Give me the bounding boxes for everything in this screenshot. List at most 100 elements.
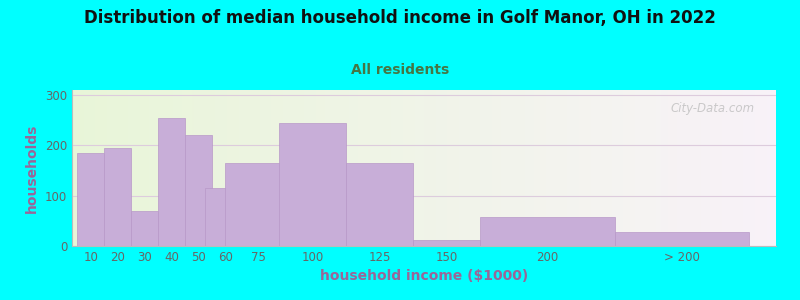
Bar	[262, 90, 265, 246]
Bar	[309, 90, 311, 246]
Bar	[316, 90, 318, 246]
Bar	[342, 90, 344, 246]
Bar	[476, 90, 478, 246]
Bar	[135, 90, 138, 246]
Bar	[542, 90, 544, 246]
Bar	[469, 90, 471, 246]
Bar	[295, 90, 298, 246]
Bar	[614, 90, 617, 246]
Bar	[436, 90, 438, 246]
Bar	[225, 163, 292, 246]
Bar	[246, 90, 248, 246]
Bar	[431, 90, 434, 246]
Bar	[658, 90, 661, 246]
Bar	[351, 90, 354, 246]
Bar	[234, 90, 236, 246]
Bar	[337, 90, 339, 246]
Bar	[628, 90, 630, 246]
Bar	[396, 90, 398, 246]
Bar	[206, 90, 208, 246]
Bar	[459, 90, 462, 246]
Bar	[185, 90, 187, 246]
Bar	[339, 90, 342, 246]
Bar	[734, 90, 736, 246]
Bar	[138, 90, 140, 246]
Bar	[220, 90, 222, 246]
Bar	[586, 90, 588, 246]
Bar	[544, 90, 546, 246]
Bar	[192, 90, 194, 246]
Bar	[753, 90, 755, 246]
Bar	[766, 90, 769, 246]
Bar	[617, 90, 618, 246]
Bar	[621, 90, 623, 246]
Bar	[253, 90, 255, 246]
Bar	[661, 90, 663, 246]
Bar	[210, 90, 213, 246]
Bar	[429, 90, 431, 246]
Bar	[231, 90, 234, 246]
Bar	[100, 90, 102, 246]
Bar	[618, 90, 621, 246]
Bar	[518, 90, 520, 246]
Bar	[553, 90, 555, 246]
Bar	[497, 90, 499, 246]
Bar	[675, 90, 678, 246]
Bar	[335, 90, 337, 246]
Bar	[509, 90, 511, 246]
Bar	[522, 90, 525, 246]
Bar	[302, 90, 304, 246]
Bar	[515, 90, 518, 246]
Bar	[318, 90, 321, 246]
Bar	[743, 90, 746, 246]
Bar	[198, 90, 201, 246]
Bar	[344, 90, 346, 246]
Bar	[478, 90, 480, 246]
Bar	[442, 90, 445, 246]
Bar	[236, 90, 238, 246]
Bar	[670, 90, 673, 246]
Bar	[250, 90, 253, 246]
Bar	[163, 90, 166, 246]
Bar	[527, 90, 530, 246]
Bar	[537, 90, 539, 246]
Bar	[572, 90, 574, 246]
Bar	[269, 90, 271, 246]
Y-axis label: households: households	[26, 123, 39, 213]
Bar	[647, 90, 650, 246]
Bar	[377, 90, 379, 246]
Bar	[407, 90, 410, 246]
Bar	[77, 90, 79, 246]
Bar	[356, 90, 358, 246]
Bar	[687, 90, 689, 246]
Bar	[142, 90, 145, 246]
Bar	[481, 217, 614, 246]
Bar	[668, 90, 670, 246]
Bar	[290, 90, 293, 246]
Bar	[255, 90, 258, 246]
Bar	[124, 90, 126, 246]
Bar	[161, 90, 163, 246]
Bar	[323, 90, 326, 246]
Bar	[452, 90, 454, 246]
Bar	[471, 90, 474, 246]
Bar	[638, 90, 640, 246]
Bar	[685, 90, 687, 246]
Bar	[300, 90, 302, 246]
Bar	[201, 90, 203, 246]
Bar	[450, 90, 452, 246]
Bar	[266, 90, 269, 246]
Bar	[696, 90, 698, 246]
Text: Distribution of median household income in Golf Manor, OH in 2022: Distribution of median household income …	[84, 9, 716, 27]
Bar	[741, 90, 743, 246]
Bar	[170, 90, 173, 246]
X-axis label: household income ($1000): household income ($1000)	[320, 269, 528, 284]
Bar	[298, 90, 300, 246]
Bar	[82, 90, 84, 246]
Bar	[150, 90, 152, 246]
Bar	[368, 90, 370, 246]
Bar	[577, 90, 579, 246]
Bar	[474, 90, 476, 246]
Bar	[689, 90, 691, 246]
Bar	[513, 90, 515, 246]
